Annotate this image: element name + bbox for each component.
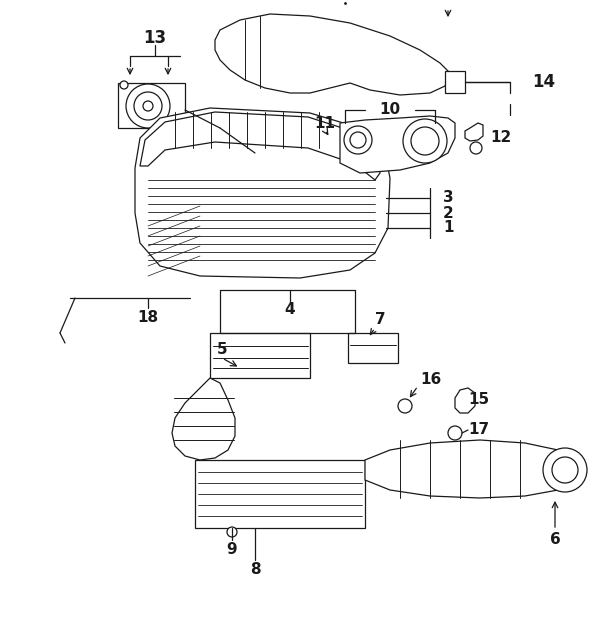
Polygon shape [455,388,475,413]
Text: 13: 13 [143,29,167,47]
Circle shape [120,81,128,89]
Text: 1: 1 [443,220,454,236]
Polygon shape [195,460,365,528]
Text: 8: 8 [250,563,260,578]
Text: 4: 4 [284,303,295,318]
Polygon shape [140,112,380,180]
Text: 11: 11 [314,116,335,131]
Polygon shape [118,83,185,128]
Polygon shape [172,378,235,460]
Text: 17: 17 [468,423,489,438]
Text: 15: 15 [468,392,489,408]
Text: 18: 18 [137,310,158,325]
Text: 16: 16 [420,372,441,387]
Text: 14: 14 [532,73,555,91]
Polygon shape [215,14,450,95]
Polygon shape [365,440,575,498]
Text: 5: 5 [217,342,227,357]
Circle shape [411,127,439,155]
Text: 10: 10 [379,102,401,117]
Circle shape [403,119,447,163]
Circle shape [543,448,587,492]
Polygon shape [445,71,465,93]
Text: 7: 7 [374,313,385,327]
Circle shape [134,92,162,120]
Circle shape [143,101,153,111]
Text: 12: 12 [490,131,511,146]
Polygon shape [348,333,398,363]
Polygon shape [340,116,455,173]
Circle shape [470,142,482,154]
Circle shape [344,126,372,154]
Text: 2: 2 [443,205,454,220]
Polygon shape [465,123,483,141]
Circle shape [448,426,462,440]
Circle shape [552,457,578,483]
Circle shape [398,399,412,413]
Polygon shape [135,108,390,278]
Circle shape [350,132,366,148]
Text: 6: 6 [550,533,560,548]
Polygon shape [210,333,310,378]
Text: 9: 9 [227,543,238,558]
Text: 3: 3 [443,190,454,205]
Circle shape [227,527,237,537]
Circle shape [126,84,170,128]
